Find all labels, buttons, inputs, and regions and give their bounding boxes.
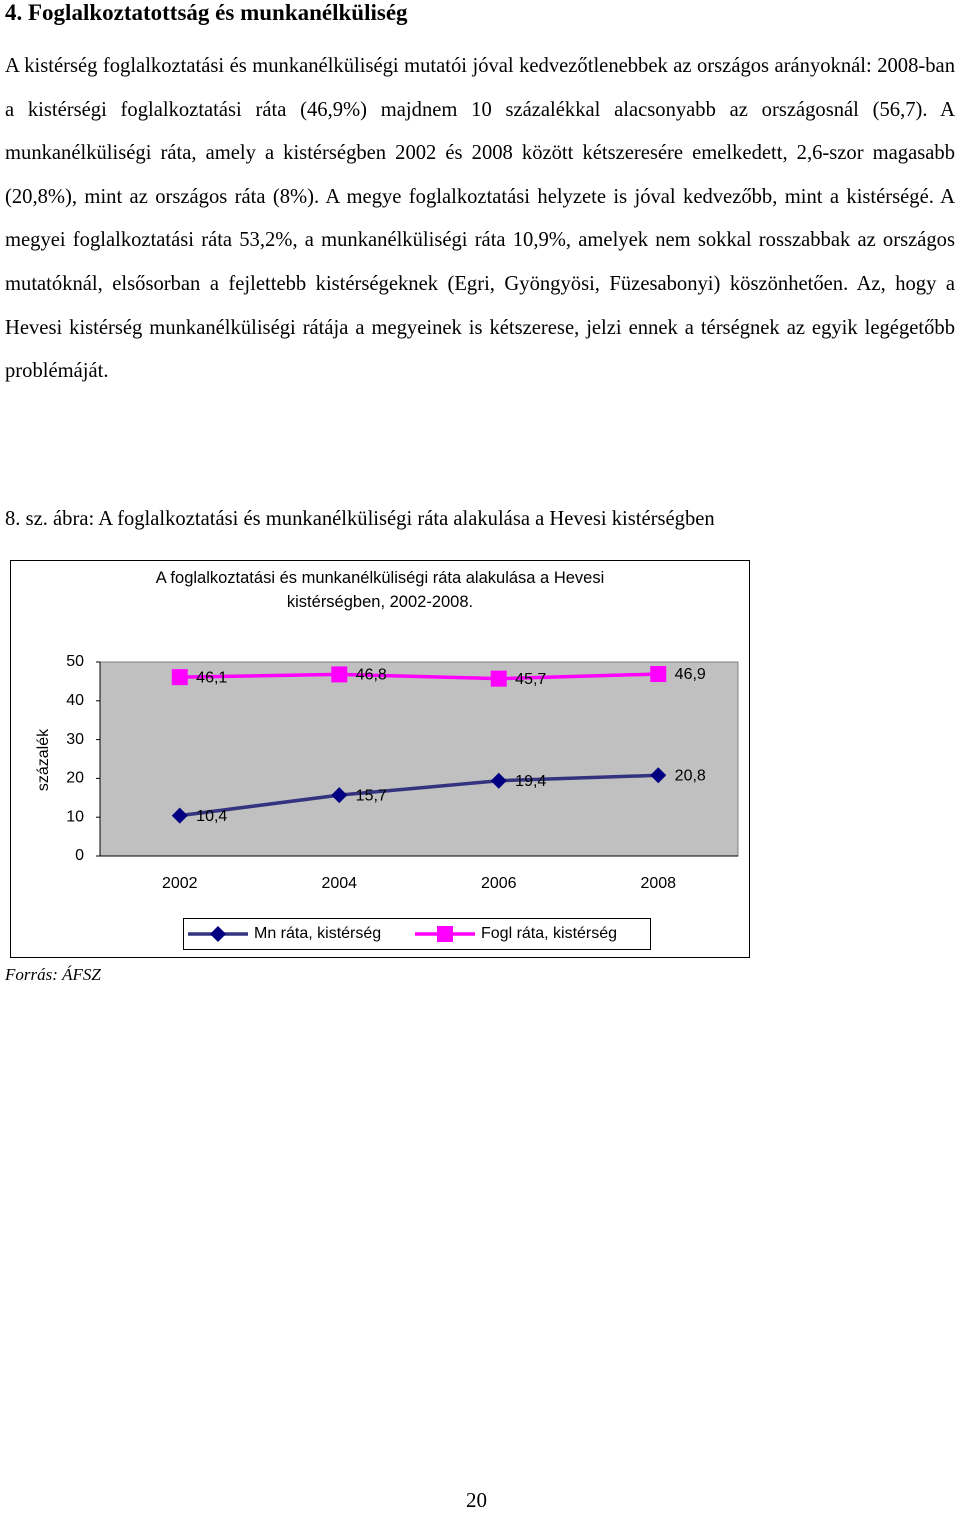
point [331, 787, 348, 804]
x-tick-label: 2002 [162, 875, 198, 892]
legend-marker [437, 926, 453, 942]
point [650, 666, 667, 683]
source: Forrás: ÁFSZ [5, 965, 101, 984]
x-tick-label: 2008 [640, 875, 676, 892]
legend-label: Fogl ráta, kistérség [481, 925, 617, 942]
point [650, 767, 667, 784]
series-line [179, 773, 659, 818]
chart-title: A foglalkoztatási és munkanélküliségi rá… [155, 569, 605, 611]
data-label: 46,1 [196, 669, 227, 686]
data-label: 15,7 [356, 787, 387, 804]
heading: 4. Foglalkoztatottság és munkanélküliség [5, 0, 408, 25]
x-tick-label: 2006 [481, 875, 517, 892]
point [171, 807, 188, 824]
point [490, 772, 507, 789]
y-tick-label: 30 [66, 731, 84, 748]
y-tick-label: 40 [66, 692, 84, 709]
chart-title-box: A foglalkoztatási és munkanélküliségi rá… [155, 569, 605, 611]
y-tick-label: 10 [66, 808, 84, 825]
y-axis-label: százalék [35, 728, 52, 791]
data-label: 20,8 [675, 768, 706, 785]
paragraph: A kistérség foglalkoztatási és munkanélk… [5, 55, 955, 383]
data-label: 19,4 [515, 773, 546, 790]
figure-caption: 8. sz. ábra: A foglalkoztatási és munkan… [5, 508, 715, 530]
y-tick-label: 50 [66, 653, 84, 670]
y-tick-label: 20 [66, 770, 84, 787]
point [331, 666, 348, 683]
series-line [179, 672, 659, 681]
data-label: 10,4 [196, 808, 227, 825]
chart: A foglalkoztatási és munkanélküliségi rá… [10, 560, 750, 958]
page-number: 20 [466, 1488, 487, 1512]
point [171, 669, 188, 686]
data-label: 46,8 [356, 667, 387, 684]
point [490, 670, 507, 687]
legend-label: Mn ráta, kistérség [254, 925, 381, 942]
legend-marker [210, 926, 226, 942]
data-label: 45,7 [515, 671, 546, 688]
data-label: 46,9 [675, 666, 706, 683]
y-tick-label: 0 [75, 847, 84, 864]
plot-area [99, 661, 739, 857]
x-tick-label: 2004 [321, 875, 357, 892]
